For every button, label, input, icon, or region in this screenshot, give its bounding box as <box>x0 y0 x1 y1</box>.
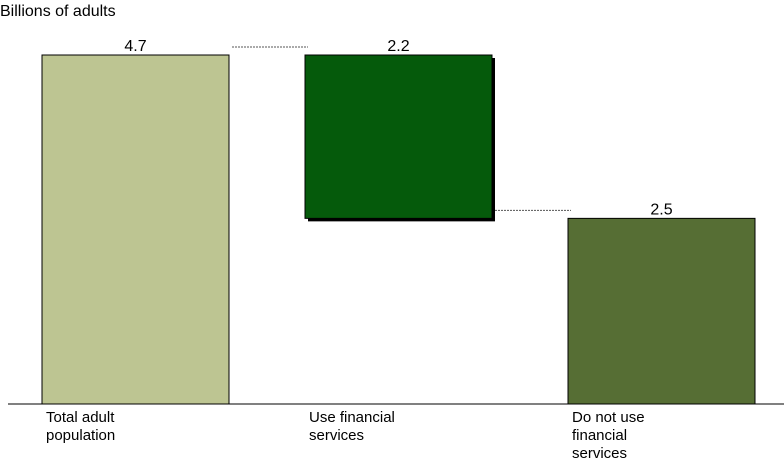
bar <box>41 54 230 405</box>
category-label: Use financial services <box>309 409 395 444</box>
bar <box>567 217 756 405</box>
bar-value-label: 2.2 <box>387 38 409 55</box>
value-labels: 4.7 2.2 2.5 <box>124 38 672 218</box>
connectors <box>232 46 571 211</box>
bar-value-label: 4.7 <box>124 38 146 55</box>
bars <box>41 54 756 405</box>
bar-value-label: 2.5 <box>650 201 672 218</box>
category-label: Do not use financial services <box>572 409 645 462</box>
category-label: Total adult population <box>46 409 116 444</box>
chart-subtitle: Billions of adults <box>0 3 116 20</box>
bar <box>304 54 493 219</box>
